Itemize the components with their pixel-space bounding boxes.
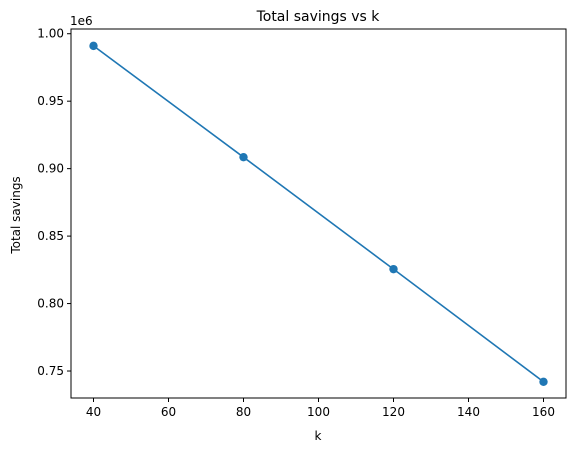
plot-area: 40 60 80 100 120 140 160 0.75 0.80 0.85 0.90 0.95 1.… [37, 27, 567, 419]
y-offset-label: 1e6 [70, 14, 93, 28]
y-tick-label: 0.95 [37, 94, 64, 108]
chart-title: Total savings vs k [256, 9, 381, 25]
x-axis-label: k [315, 429, 322, 443]
x-tick-label: 160 [532, 405, 555, 419]
y-tick-label: 1.00 [37, 27, 64, 41]
data-point [389, 264, 398, 274]
axes-frame [70, 28, 567, 399]
x-tick-label: 40 [86, 405, 101, 419]
y-tick-label: 0.75 [37, 364, 64, 378]
y-axis-label: Total savings [9, 176, 23, 254]
x-tick-label: 100 [307, 405, 330, 419]
x-tick-label: 120 [382, 405, 405, 419]
x-tick-label: 140 [457, 405, 480, 419]
data-point [239, 152, 248, 162]
y-tick-label: 0.90 [37, 162, 64, 176]
y-tick-label: 0.85 [37, 229, 64, 243]
x-tick-label: 80 [236, 405, 251, 419]
data-point [539, 377, 548, 387]
data-point [89, 41, 98, 51]
series-line [93, 45, 544, 383]
x-tick-label: 60 [161, 405, 176, 419]
y-tick-label: 0.80 [37, 297, 64, 311]
